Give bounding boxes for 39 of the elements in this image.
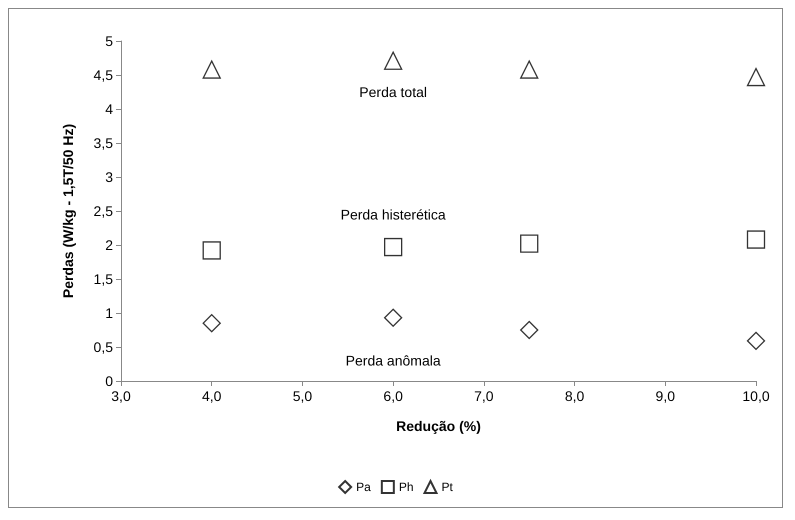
x-tick-label: 4,0 [202,388,222,404]
point [384,308,402,327]
x-tick-label: 8,0 [564,388,585,404]
x-tick-label: 6,0 [383,388,404,404]
x-tick-label: 5,0 [292,388,312,404]
y-tick-label: 0,5 [94,339,114,355]
legend-label: Ph [398,480,414,494]
legend-label: Pa [356,480,372,494]
y-tick-label: 1 [105,305,114,321]
point [746,332,766,350]
point [384,238,402,256]
point [746,68,766,86]
x-tick-label: 3,0 [111,388,131,404]
point [520,60,538,79]
point [202,60,221,79]
point [520,320,538,340]
point [202,241,221,260]
x-tick-label: 10,0 [742,388,770,404]
y-tick-label: 5 [105,33,114,49]
y-tick-label: 1,5 [94,271,114,287]
point [202,314,221,332]
y-tick-label: 3,5 [94,135,114,151]
y-tick-label: 0 [105,373,114,389]
legend-label: Pt [442,480,454,494]
annotation: Perda histerética [340,206,446,222]
point [384,52,402,70]
y-tick-label: 3 [105,169,114,185]
y-tick-label: 2 [105,237,114,253]
x-tick-label: 9,0 [656,388,676,404]
y-tick-label: 2,5 [94,203,114,219]
y-axis-title: Perdas (W/kg - 1,5T/50 Hz) [60,124,76,298]
point [520,234,538,253]
x-tick-label: 7,0 [474,388,494,404]
point [746,230,766,249]
annotation: Perda total [359,84,427,100]
y-tick-label: 4 [105,101,114,117]
annotation: Perda anômala [346,352,441,369]
y-tick-label: 4,5 [94,67,114,83]
x-axis-title: Redução (%) [396,418,481,434]
